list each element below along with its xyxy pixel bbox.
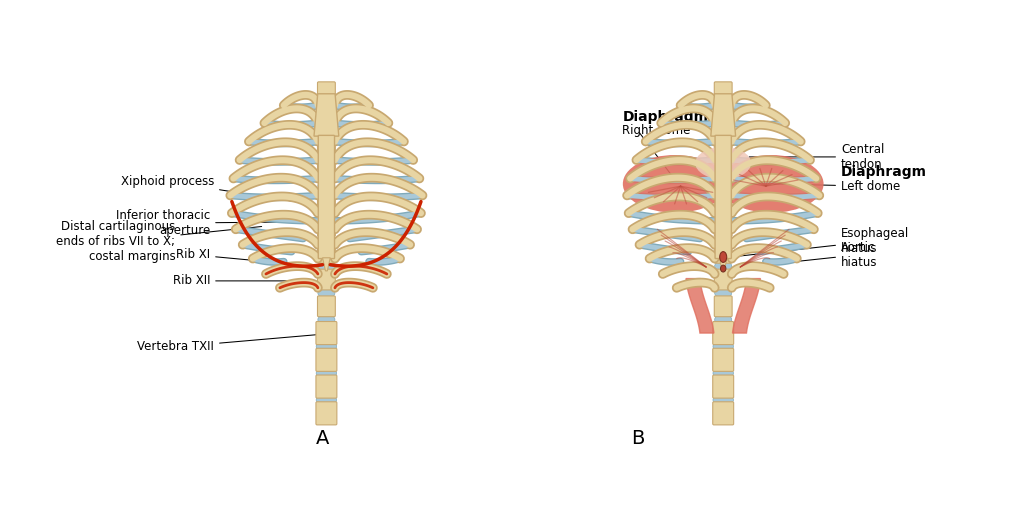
- Ellipse shape: [317, 288, 335, 298]
- Ellipse shape: [695, 147, 751, 179]
- Text: Diaphragm: Diaphragm: [841, 165, 927, 179]
- Ellipse shape: [317, 181, 335, 191]
- Ellipse shape: [715, 207, 732, 218]
- Ellipse shape: [720, 251, 727, 263]
- FancyBboxPatch shape: [318, 135, 335, 259]
- FancyBboxPatch shape: [317, 296, 335, 317]
- Ellipse shape: [715, 181, 732, 191]
- FancyBboxPatch shape: [317, 242, 335, 263]
- Text: Distal cartilaginous
ends of ribs VII to X;
costal margins: Distal cartilaginous ends of ribs VII to…: [56, 220, 262, 263]
- Ellipse shape: [317, 314, 335, 325]
- FancyBboxPatch shape: [713, 402, 733, 425]
- FancyBboxPatch shape: [715, 269, 732, 290]
- Ellipse shape: [317, 127, 335, 138]
- Ellipse shape: [713, 368, 733, 378]
- Text: Central
tendon: Central tendon: [750, 143, 885, 171]
- Text: B: B: [631, 429, 645, 448]
- Ellipse shape: [713, 395, 733, 406]
- FancyBboxPatch shape: [316, 402, 337, 425]
- Ellipse shape: [317, 207, 335, 218]
- Ellipse shape: [715, 261, 732, 271]
- FancyBboxPatch shape: [713, 375, 733, 398]
- Text: Esophageal
hiatus: Esophageal hiatus: [734, 227, 909, 257]
- FancyBboxPatch shape: [715, 109, 732, 130]
- Polygon shape: [732, 279, 761, 333]
- FancyBboxPatch shape: [715, 216, 732, 237]
- FancyBboxPatch shape: [715, 189, 732, 210]
- FancyBboxPatch shape: [715, 82, 732, 102]
- FancyBboxPatch shape: [715, 135, 732, 156]
- Polygon shape: [323, 258, 331, 271]
- Ellipse shape: [317, 234, 335, 245]
- Ellipse shape: [721, 265, 726, 272]
- Text: Aortic
hiatus: Aortic hiatus: [733, 241, 878, 269]
- FancyBboxPatch shape: [316, 322, 337, 345]
- Ellipse shape: [715, 154, 732, 164]
- Ellipse shape: [715, 234, 732, 245]
- Ellipse shape: [317, 100, 335, 111]
- FancyBboxPatch shape: [317, 162, 335, 183]
- Ellipse shape: [316, 395, 337, 406]
- Ellipse shape: [316, 341, 337, 352]
- Ellipse shape: [316, 368, 337, 378]
- Ellipse shape: [715, 288, 732, 298]
- FancyBboxPatch shape: [715, 296, 732, 317]
- Text: Right dome: Right dome: [623, 124, 691, 137]
- Text: Diaphragm: Diaphragm: [623, 110, 709, 124]
- FancyBboxPatch shape: [317, 216, 335, 237]
- Ellipse shape: [715, 100, 732, 111]
- FancyBboxPatch shape: [715, 162, 732, 183]
- FancyBboxPatch shape: [317, 269, 335, 290]
- FancyBboxPatch shape: [316, 348, 337, 371]
- Ellipse shape: [715, 314, 732, 325]
- Text: Rib XI: Rib XI: [176, 248, 281, 263]
- FancyBboxPatch shape: [317, 109, 335, 130]
- FancyBboxPatch shape: [715, 135, 731, 259]
- Polygon shape: [314, 94, 339, 136]
- FancyBboxPatch shape: [715, 242, 732, 263]
- Polygon shape: [686, 279, 714, 333]
- Polygon shape: [711, 94, 735, 136]
- Text: Vertebra TXII: Vertebra TXII: [137, 333, 333, 353]
- Text: Inferior thoracic
aperture: Inferior thoracic aperture: [116, 209, 332, 237]
- Text: Xiphoid process: Xiphoid process: [121, 175, 327, 206]
- Text: Left dome: Left dome: [774, 180, 900, 193]
- Ellipse shape: [715, 127, 732, 138]
- FancyBboxPatch shape: [316, 375, 337, 398]
- Ellipse shape: [623, 155, 727, 213]
- Ellipse shape: [317, 154, 335, 164]
- FancyBboxPatch shape: [317, 82, 335, 102]
- Text: Rib XII: Rib XII: [173, 274, 287, 287]
- Ellipse shape: [713, 341, 733, 352]
- FancyBboxPatch shape: [317, 135, 335, 156]
- FancyBboxPatch shape: [713, 322, 733, 345]
- Text: A: A: [315, 429, 329, 448]
- FancyBboxPatch shape: [713, 348, 733, 371]
- Ellipse shape: [719, 155, 823, 213]
- Ellipse shape: [317, 261, 335, 271]
- FancyBboxPatch shape: [317, 189, 335, 210]
- Polygon shape: [719, 258, 727, 271]
